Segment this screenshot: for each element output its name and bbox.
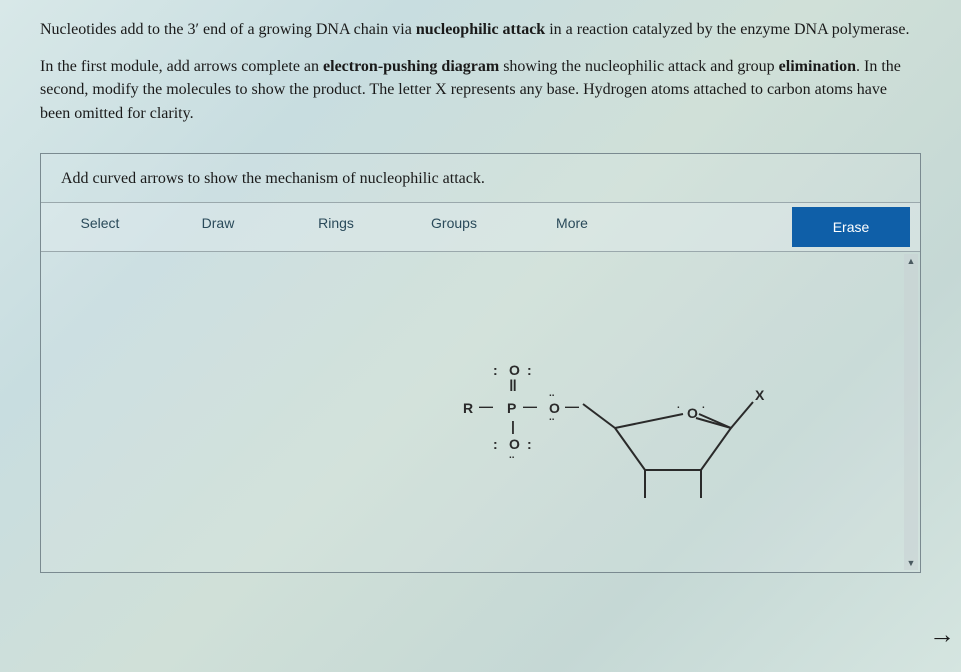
lone-pair: :	[527, 436, 532, 452]
lone-pair: ..	[509, 450, 515, 461]
double-bond: ‖	[509, 378, 517, 396]
svg-text:.: .	[702, 400, 705, 411]
select-button[interactable]: Select	[41, 203, 159, 251]
sugar-ring-svg: O . . X	[581, 380, 781, 520]
more-button[interactable]: More	[513, 203, 631, 251]
draw-button[interactable]: Draw	[159, 203, 277, 251]
atom-r-group: R	[463, 400, 473, 416]
rings-button[interactable]: Rings	[277, 203, 395, 251]
lone-pair: :	[527, 362, 532, 378]
panel-title: Add curved arrows to show the mechanism …	[41, 154, 920, 202]
toolbar: Select Draw Rings Groups More Erase	[41, 202, 920, 252]
next-arrow-icon[interactable]: →	[929, 620, 955, 650]
single-bond: —	[479, 398, 493, 414]
svg-text:.: .	[677, 400, 680, 411]
text: In the first module, add arrows complete…	[40, 58, 323, 75]
atom-base-x: X	[755, 387, 765, 403]
single-bond: —	[565, 398, 579, 414]
text: Nucleotides add to the 3	[40, 21, 196, 38]
instruction-paragraph-1: Nucleotides add to the 3′ end of a growi…	[40, 18, 921, 41]
lone-pair: :	[493, 436, 498, 452]
text: showing the nucleophilic attack and grou…	[499, 58, 778, 75]
groups-button[interactable]: Groups	[395, 203, 513, 251]
scroll-up-icon[interactable]: ▲	[904, 254, 918, 268]
toolbar-spacer	[631, 203, 792, 251]
atom-phosphorus: P	[507, 400, 516, 416]
bold-elimination: elimination	[779, 58, 856, 75]
instructions-block: Nucleotides add to the 3′ end of a growi…	[40, 18, 921, 125]
scrollbar[interactable]: ▲ ▼	[904, 254, 918, 570]
atom-oxygen-top: O	[509, 362, 520, 378]
bold-electron-pushing: electron-pushing diagram	[323, 58, 499, 75]
lone-pair: ..	[549, 412, 555, 423]
scroll-down-icon[interactable]: ▼	[904, 556, 918, 570]
text: in a reaction catalyzed by the enzyme DN…	[545, 21, 909, 38]
drawing-panel: ↖ Add curved arrows to show the mechanis…	[40, 153, 921, 573]
single-bond-vertical: |	[511, 418, 515, 434]
instruction-paragraph-2: In the first module, add arrows complete…	[40, 55, 921, 125]
drawing-canvas[interactable]: : O : ‖ R — P — O .. .. — | : O : ..	[41, 252, 920, 572]
erase-button[interactable]: Erase	[792, 207, 910, 247]
lone-pair: ..	[549, 388, 555, 399]
single-bond: —	[523, 398, 537, 414]
bold-nucleophilic-attack: nucleophilic attack	[416, 21, 545, 38]
text: end of a growing DNA chain via	[199, 21, 416, 38]
lone-pair: :	[493, 362, 498, 378]
